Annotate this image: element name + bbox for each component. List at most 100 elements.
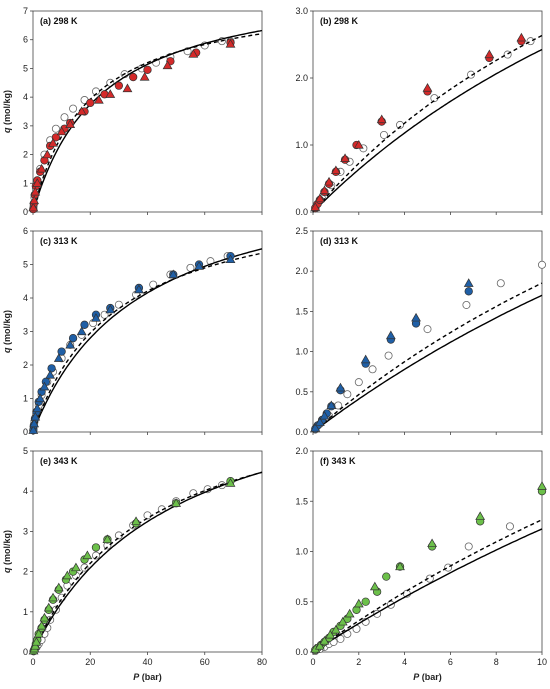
filled-triangle-point [463, 278, 474, 287]
x-tick-label: 2 [356, 657, 361, 667]
x-tick-label: 40 [142, 657, 152, 667]
x-axis-label: P (bar) [413, 672, 442, 682]
dashed-fit-line [312, 34, 543, 213]
filled-triangle-point [422, 83, 433, 92]
x-tick-label: 60 [200, 657, 210, 667]
filled-triangle-point [162, 60, 173, 70]
y-axis-label: q (mol/kg) [2, 530, 12, 573]
filled-triangle-point [395, 561, 405, 571]
filled-triangle-point [310, 422, 321, 432]
chart-panel-1: 0 1 2 3 4 5 6 7 q (mol/kg) (a) 298 K [2, 6, 263, 217]
filled-triangle-point [33, 628, 44, 638]
open-circle-point [423, 325, 432, 334]
filled-triangle-point [337, 616, 348, 626]
filled-triangle-point [353, 139, 364, 149]
y-tick-label: 0 [23, 647, 28, 657]
filled-circle-point [80, 320, 89, 329]
y-tick-label: 4 [23, 92, 28, 102]
filled-triangle-point [319, 635, 330, 645]
filled-triangle-point [39, 381, 50, 391]
y-tick-label: 2.0 [295, 266, 308, 276]
filled-triangle-point [32, 403, 43, 413]
filled-triangle-point [194, 261, 204, 270]
filled-circle-point [91, 543, 101, 552]
open-circle-point [60, 113, 69, 122]
filled-triangle-point [225, 254, 236, 264]
solid-fit-line [312, 48, 543, 213]
y-tick-label: 0.5 [295, 597, 308, 607]
filled-triangle-point [376, 114, 387, 124]
filled-circle-point [47, 364, 56, 373]
x-tick-label: 0 [30, 657, 35, 667]
filled-triangle-point [325, 629, 336, 639]
filled-triangle-point [411, 312, 421, 322]
filled-triangle-point [360, 354, 371, 364]
filled-triangle-point [53, 582, 64, 592]
filled-circle-point [129, 72, 138, 82]
filled-triangle-point [35, 393, 46, 403]
open-circle-point [396, 120, 405, 129]
y-tick-label: 0.5 [295, 387, 308, 397]
filled-triangle-point [344, 608, 355, 618]
filled-triangle-point [62, 570, 73, 580]
open-circle-point [464, 542, 473, 551]
y-tick-label: 1 [23, 394, 28, 404]
filled-triangle-point [475, 511, 486, 520]
filled-triangle-point [330, 624, 341, 634]
panel-title: (a) 298 K [40, 16, 78, 26]
filled-triangle-point [30, 411, 41, 421]
dashed-fit-line [32, 252, 263, 433]
y-tick-label: 1.0 [295, 140, 308, 150]
filled-triangle-point [32, 178, 43, 187]
panel-title: (f) 343 K [320, 456, 356, 466]
y-tick-label: 3 [23, 526, 28, 536]
chart-panel-3: 0 1 2 3 4 5 6 q (mol/kg) (c) 313 K [2, 226, 263, 437]
open-circle-point [384, 351, 393, 360]
filled-triangle-point [314, 640, 325, 650]
filled-triangle-point [353, 598, 364, 608]
y-tick-label: 0 [23, 427, 28, 437]
filled-triangle-point [48, 138, 58, 147]
filled-triangle-point [134, 284, 144, 294]
filled-triangle-point [484, 49, 495, 59]
open-circle-point [149, 280, 158, 289]
filled-triangle-point [28, 202, 39, 212]
filled-triangle-point [76, 326, 87, 336]
y-tick-label: 1 [23, 607, 28, 617]
y-tick-label: 3 [23, 327, 28, 337]
solid-fit-line [312, 528, 543, 653]
filled-triangle-point [29, 195, 40, 205]
filled-triangle-point [36, 620, 47, 630]
open-circle-point [343, 390, 352, 399]
y-tick-label: 6 [23, 35, 28, 45]
open-circle-point [379, 130, 388, 139]
filled-circle-point [382, 572, 391, 581]
dashed-fit-line [312, 519, 543, 653]
y-tick-label: 2.0 [295, 73, 308, 83]
filled-triangle-point [427, 538, 437, 548]
y-tick-label: 5 [23, 446, 28, 456]
filled-triangle-point [30, 186, 41, 196]
y-tick-label: 2 [23, 360, 28, 370]
y-tick-label: 0.0 [295, 207, 308, 217]
filled-triangle-point [340, 153, 350, 162]
y-tick-label: 1.5 [295, 306, 308, 316]
x-tick-label: 80 [257, 657, 267, 667]
filled-triangle-point [102, 534, 113, 544]
filled-triangle-point [36, 163, 47, 173]
y-tick-label: 4 [23, 486, 28, 496]
filled-triangle-point [65, 119, 76, 128]
y-tick-label: 1.0 [295, 347, 308, 357]
filled-triangle-point [225, 478, 236, 487]
filled-circle-point [86, 98, 95, 108]
open-circle-point [69, 104, 78, 113]
panel-title: (b) 298 K [320, 16, 359, 26]
y-tick-label: 6 [23, 226, 28, 236]
x-tick-label: 20 [85, 657, 95, 667]
filled-triangle-point [42, 149, 53, 159]
chart-panel-4: 0.0 0.5 1.0 1.5 2.0 2.5 (d) 313 K [295, 226, 547, 437]
filled-triangle-point [188, 49, 199, 58]
filled-triangle-point [76, 106, 87, 116]
open-circle-point [91, 551, 100, 560]
